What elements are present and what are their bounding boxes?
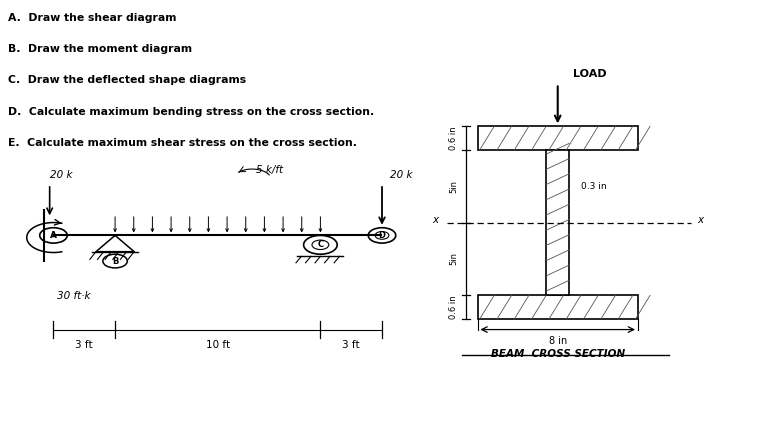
Text: 30 ft·k: 30 ft·k: [57, 291, 91, 301]
Text: BEAM  CROSS SECTION: BEAM CROSS SECTION: [490, 349, 625, 359]
Text: 0.6 in: 0.6 in: [449, 295, 458, 319]
Text: E.  Calculate maximum shear stress on the cross section.: E. Calculate maximum shear stress on the…: [8, 138, 357, 148]
Text: 20 k: 20 k: [390, 170, 412, 180]
Text: 10 ft: 10 ft: [206, 340, 230, 350]
Text: LOAD: LOAD: [573, 69, 607, 79]
Bar: [478, 295, 638, 319]
Text: A: A: [50, 231, 57, 240]
Text: C.  Draw the deflected shape diagrams: C. Draw the deflected shape diagrams: [8, 75, 246, 85]
Text: 5in: 5in: [449, 253, 458, 265]
Text: B: B: [112, 256, 118, 266]
Bar: [546, 150, 569, 295]
Text: 5in: 5in: [449, 180, 458, 193]
Text: C: C: [317, 240, 323, 250]
Text: 3 ft: 3 ft: [342, 340, 360, 350]
Bar: [478, 126, 638, 150]
Text: D.  Calculate maximum bending stress on the cross section.: D. Calculate maximum bending stress on t…: [8, 107, 374, 116]
Text: 20 k: 20 k: [50, 170, 72, 180]
Text: D: D: [378, 231, 386, 240]
Text: 3 ft: 3 ft: [76, 340, 93, 350]
Text: x: x: [698, 215, 704, 226]
Text: 0.6 in: 0.6 in: [449, 126, 458, 150]
Text: B.  Draw the moment diagram: B. Draw the moment diagram: [8, 44, 192, 54]
Text: 5 k/ft: 5 k/ft: [256, 166, 283, 175]
Text: A.  Draw the shear diagram: A. Draw the shear diagram: [8, 13, 176, 23]
Text: x: x: [432, 215, 439, 226]
Text: 0.3 in: 0.3 in: [581, 182, 607, 191]
Text: 8 in: 8 in: [549, 336, 567, 346]
